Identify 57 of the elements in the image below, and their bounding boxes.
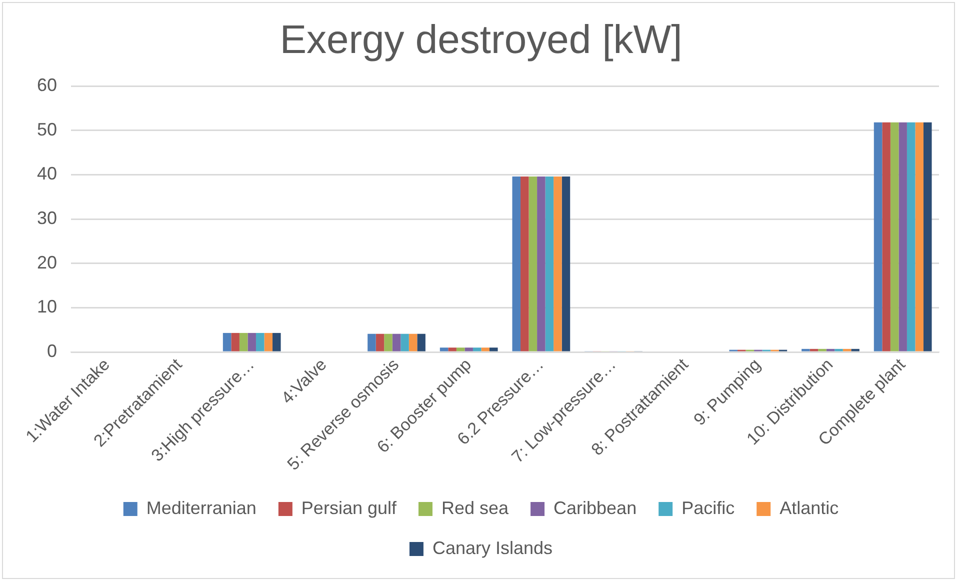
legend-label: Persian gulf — [301, 498, 398, 518]
legend-label: Atlantic — [780, 498, 839, 518]
bar — [890, 122, 899, 352]
bar — [248, 332, 256, 352]
chart-title: Exergy destroyed [kW] — [280, 18, 682, 62]
bar — [481, 348, 490, 352]
bar — [818, 348, 826, 352]
bar — [842, 348, 852, 352]
legend-label: Pacific — [682, 498, 735, 518]
bar — [528, 176, 538, 352]
bar — [520, 176, 529, 352]
bar — [272, 332, 281, 352]
bar — [384, 334, 392, 352]
bar — [882, 122, 890, 352]
bar — [915, 122, 924, 352]
legend-label: Mediterranian — [146, 498, 256, 518]
bar — [512, 176, 521, 352]
bar — [834, 348, 843, 352]
bar — [231, 332, 240, 352]
bar — [400, 334, 409, 352]
bar — [376, 334, 384, 352]
bar — [256, 332, 264, 352]
bar — [264, 332, 273, 352]
legend-label: Caribbean — [554, 498, 637, 518]
bar — [545, 176, 554, 352]
bar — [472, 348, 482, 352]
bar — [490, 348, 498, 352]
bar — [448, 348, 456, 352]
bar — [826, 348, 835, 352]
bar — [222, 332, 232, 352]
bar — [906, 122, 916, 352]
bar — [554, 176, 562, 352]
bar — [440, 348, 448, 352]
bar — [802, 348, 810, 352]
bar — [408, 334, 418, 352]
bar — [810, 348, 818, 352]
bar — [874, 122, 882, 352]
y-tick-label: 0 — [47, 340, 58, 361]
y-tick-label: 10 — [36, 296, 58, 317]
bar — [239, 332, 248, 352]
bar — [562, 176, 570, 352]
y-tick-label: 30 — [36, 208, 58, 228]
legend-label: Canary Islands — [432, 538, 553, 558]
y-tick-label: 60 — [36, 74, 58, 95]
bar — [537, 176, 546, 352]
legend-label: Red sea — [441, 498, 510, 518]
y-tick-label: 20 — [36, 252, 58, 272]
y-tick-label: 40 — [36, 164, 58, 184]
bar — [464, 348, 473, 352]
y-tick-label: 50 — [36, 119, 58, 140]
bar — [368, 334, 376, 352]
bar — [898, 122, 907, 352]
bar — [924, 122, 932, 352]
bar — [851, 348, 860, 352]
bar — [456, 348, 465, 352]
bar — [392, 334, 401, 352]
bar — [417, 334, 426, 352]
